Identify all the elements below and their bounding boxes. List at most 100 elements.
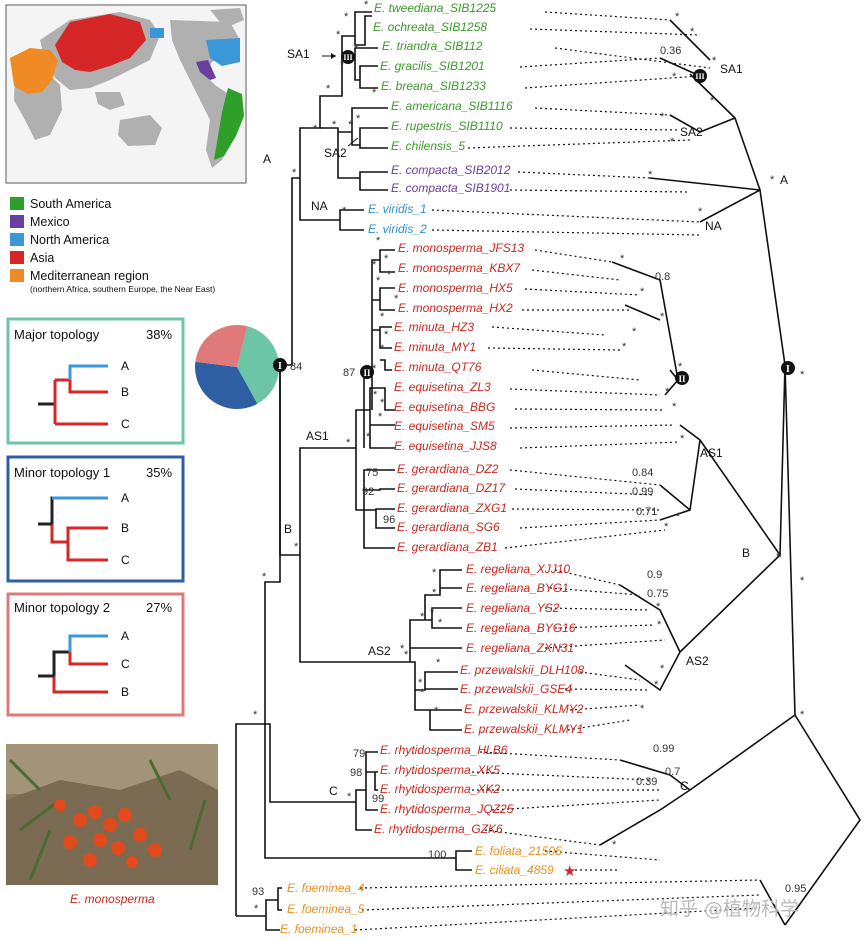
- support-star: *: [313, 123, 318, 135]
- support-75: 75: [366, 467, 378, 479]
- node-markers: I II III I II III: [273, 50, 795, 385]
- support-star: *: [346, 437, 351, 449]
- support-star: *: [622, 341, 627, 353]
- support-star: *: [348, 119, 353, 131]
- taxon-label: E. viridis_2: [368, 222, 427, 236]
- taxon-label: E. gerardiana_ZB1: [397, 540, 498, 554]
- clade-label-b-right: B: [742, 546, 750, 560]
- range-south-america: [214, 88, 244, 160]
- topology-pie-chart: [195, 324, 279, 409]
- support-star: *: [404, 649, 409, 661]
- support-star: *: [710, 95, 715, 107]
- support-08: 0.8: [655, 271, 670, 283]
- taxon-label: E. regeliana_XJJ10: [466, 562, 570, 576]
- support-084: 0.84: [632, 467, 653, 479]
- support-star: *: [326, 83, 331, 95]
- landmass-australia: [118, 115, 162, 146]
- support-star: *: [384, 253, 389, 265]
- support-star: *: [356, 113, 361, 125]
- support-star: *: [254, 903, 259, 915]
- support-star: *: [373, 389, 378, 401]
- support-star: *: [387, 269, 392, 281]
- node-marker-iii-left: III: [343, 53, 352, 62]
- topology-percent: 27%: [146, 600, 172, 615]
- support-star: *: [366, 431, 371, 443]
- support-star: *: [656, 601, 661, 613]
- watermark: 知乎 @植物科学: [660, 898, 799, 920]
- node-marker-i-right: I: [786, 364, 790, 375]
- clade-label-sa2-right: SA2: [680, 125, 703, 139]
- clade-label-as2: AS2: [368, 644, 391, 658]
- support-star: *: [372, 259, 377, 271]
- support-99: 99: [372, 793, 384, 805]
- support-star: *: [380, 311, 385, 323]
- photo-caption: E. monosperma: [70, 892, 155, 906]
- taxon-label: E. monosperma_JFS13: [398, 241, 524, 255]
- taxon-label: E. foeminea_5: [287, 902, 365, 916]
- support-star: *: [676, 511, 681, 523]
- node-marker-i-left: I: [278, 361, 282, 372]
- legend-swatch-0: [10, 197, 24, 210]
- support-star: *: [347, 791, 352, 803]
- tree-branch-foeminea: [236, 887, 282, 931]
- support-star: *: [660, 663, 665, 675]
- sa1-arrowhead: [331, 53, 336, 59]
- support-84: 84: [290, 361, 302, 373]
- support-star: *: [640, 703, 645, 715]
- topology-title: Major topology: [14, 327, 100, 342]
- range-north-america-small: [150, 28, 164, 38]
- support-star: *: [294, 541, 299, 553]
- support-star: *: [344, 11, 349, 23]
- topology-percent: 38%: [146, 327, 172, 342]
- phylogenetic-tree: [235, 11, 861, 931]
- taxon-label: E. rhytidosperma_JQZ25: [380, 802, 514, 816]
- tree-backbone: [235, 177, 300, 916]
- tree-branch-gerardiana: [355, 448, 395, 549]
- support-star: *: [438, 617, 443, 629]
- topology-tip-a: A: [121, 359, 129, 373]
- legend-label-3: Asia: [30, 251, 54, 265]
- clade-labels: SA1 SA2 NA A B AS1 AS2 C SA1 SA2 NA A AS…: [263, 47, 788, 798]
- support-star: *: [800, 709, 805, 721]
- taxon-label: E. viridis_1: [368, 202, 427, 216]
- support-star: *: [712, 55, 717, 67]
- support-099a: 0.99: [632, 486, 653, 498]
- taxon-labels: E. tweediana_SIB1225 E. ochreata_SIB1258 E…: [280, 1, 584, 936]
- support-star: *: [342, 205, 347, 217]
- tip-connectors: [354, 11, 761, 931]
- support-star: *: [678, 361, 683, 373]
- topology-box-minor-2: Minor topology 2 27% A C B: [6, 592, 185, 717]
- clade-label-as1: AS1: [306, 429, 329, 443]
- taxon-label: E. gerardiana_DZ2: [397, 462, 499, 476]
- topology-tip-c: C: [121, 417, 130, 431]
- tree-branch-as2: [299, 555, 462, 731]
- support-star: *: [657, 619, 662, 631]
- support-star: *: [332, 119, 337, 131]
- support-star: *: [340, 59, 345, 71]
- taxon-label: E. regeliana_YS2: [466, 601, 560, 615]
- support-star: *: [612, 839, 617, 851]
- range-mediterranean: [10, 48, 58, 94]
- clade-label-sa2: SA2: [324, 146, 347, 160]
- taxon-label: E. chilensis_5: [391, 139, 465, 153]
- tree-branch-foliata: [264, 724, 472, 871]
- support-09: 0.9: [647, 569, 662, 581]
- support-87: 87: [343, 367, 355, 379]
- support-star: *: [384, 329, 389, 341]
- taxon-label: E. regeliana_ZXN31: [466, 641, 574, 655]
- taxon-label: E. minuta_MY1: [394, 340, 476, 354]
- support-star: *: [380, 397, 385, 409]
- support-star: *: [372, 87, 377, 99]
- support-star: *: [665, 386, 670, 398]
- support-star: *: [675, 11, 680, 23]
- tree-branch-na: [299, 178, 364, 231]
- clade-label-sa1: SA1: [287, 47, 310, 61]
- landmass-greenland: [210, 8, 244, 28]
- taxon-label: E. foliata_21505: [475, 844, 562, 858]
- node-marker-iii-right: III: [695, 72, 704, 81]
- support-star: *: [364, 0, 369, 11]
- legend-swatch-3: [10, 251, 24, 264]
- range-mexico: [196, 60, 216, 80]
- support-star: *: [776, 551, 781, 563]
- clade-label-b: B: [284, 522, 292, 536]
